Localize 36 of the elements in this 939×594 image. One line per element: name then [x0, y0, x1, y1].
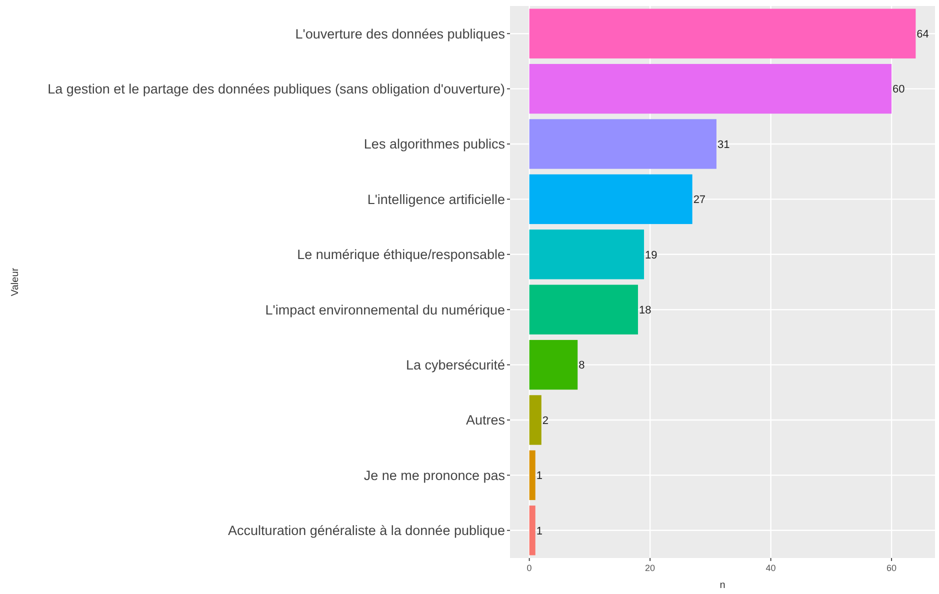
bar: [529, 284, 638, 334]
x-tick-label: 0: [526, 563, 532, 573]
data-label: 1: [536, 470, 542, 482]
y-tick-label: Le numérique éthique/responsable: [297, 247, 505, 262]
y-tick-label: La cybersécurité: [406, 358, 505, 373]
bar: [529, 8, 916, 58]
y-tick-label: L'intelligence artificielle: [367, 192, 505, 207]
x-axis-title: n: [720, 580, 726, 591]
x-tick-label: 40: [766, 563, 776, 573]
bar: [529, 64, 892, 114]
y-tick-label: L'impact environnemental du numérique: [265, 302, 505, 318]
x-tick-label: 60: [886, 563, 897, 573]
bar: [529, 340, 578, 390]
bar: [529, 395, 542, 445]
y-tick-label: L'ouverture des données publiques: [295, 26, 506, 42]
bar: [529, 450, 536, 500]
x-tick-label: 20: [645, 563, 656, 573]
data-label: 8: [578, 360, 585, 372]
data-label: 18: [638, 304, 652, 316]
bar: [529, 506, 536, 556]
y-axis-title: Valeur: [10, 267, 21, 296]
y-tick-label: Autres: [466, 412, 506, 428]
y-tick-label: Acculturation généraliste à la donnée publique: [228, 523, 505, 538]
data-label: 19: [645, 249, 658, 262]
data-label: 60: [892, 84, 905, 96]
y-tick-label: Les algorithmes publics: [364, 136, 506, 152]
bar: [529, 230, 644, 280]
data-label: 1: [536, 525, 542, 538]
y-tick-label: Je ne me prononce pas: [364, 468, 506, 483]
data-label: 2: [542, 414, 549, 427]
y-tick-label: La gestion et le partage des données publiques (sans obligation d'ouverture): [48, 82, 505, 97]
bar: [529, 119, 716, 169]
bar: [529, 174, 692, 224]
data-label: 27: [693, 194, 706, 206]
data-label: 64: [916, 28, 929, 40]
data-label: 31: [717, 138, 730, 151]
